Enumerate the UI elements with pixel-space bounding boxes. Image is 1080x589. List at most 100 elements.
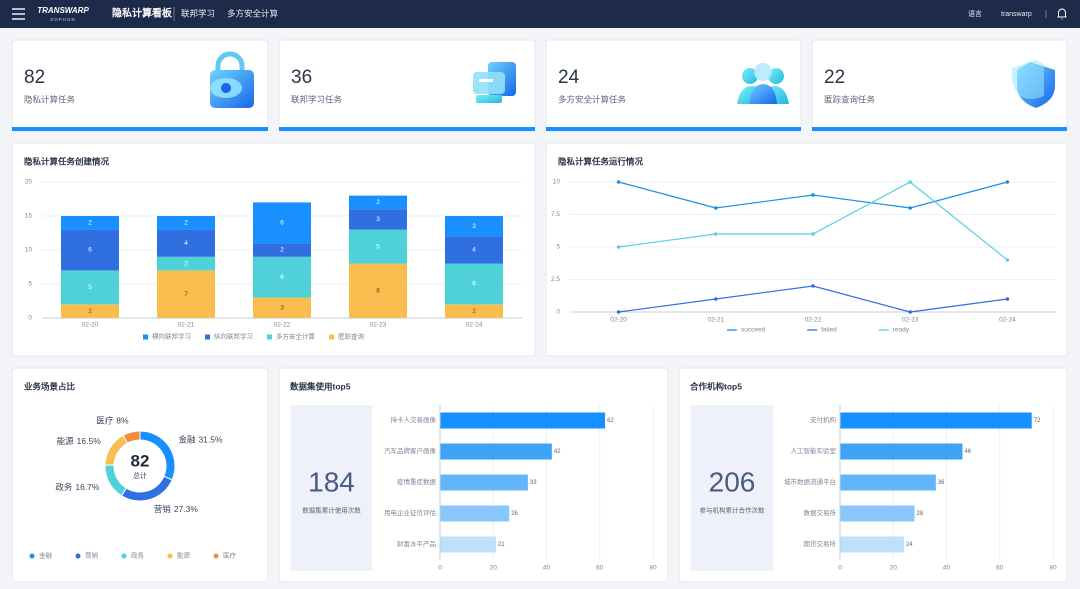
data-label: 4 xyxy=(472,247,476,254)
icon-people xyxy=(737,63,789,104)
x-tick-label: 0 xyxy=(838,565,842,572)
data-point xyxy=(1005,258,1010,262)
stat-value: 82 xyxy=(24,67,45,88)
data-label: 5 xyxy=(376,243,380,250)
data-label: 2 xyxy=(472,308,476,315)
language-switch[interactable]: 语言 xyxy=(968,9,982,18)
y-tick-label: 20 xyxy=(25,179,33,186)
bar-segment xyxy=(445,263,503,305)
bar xyxy=(840,536,904,553)
legend-label: 政务 xyxy=(131,551,145,560)
data-label: 28 xyxy=(917,511,924,517)
stat-value: 36 xyxy=(291,67,312,88)
slice-category: 金融 xyxy=(178,435,196,445)
x-tick-label: 02-21 xyxy=(178,322,195,329)
bar-segment xyxy=(253,202,311,244)
slice-label: 营销 27.3% xyxy=(154,504,199,514)
bar xyxy=(840,443,963,460)
y-tick-label: 5 xyxy=(28,281,32,288)
bar-segment xyxy=(253,256,311,298)
y-tick-label: 10 xyxy=(25,247,33,254)
x-tick-label: 02-24 xyxy=(999,317,1016,324)
x-tick-label: 60 xyxy=(996,565,1004,572)
y-tick-label: 用电企业征信评估 xyxy=(384,508,437,517)
data-point xyxy=(616,310,621,314)
legend-label: 营销 xyxy=(85,551,99,560)
legend-label: 纵向联邦学习 xyxy=(214,332,253,341)
legend-swatch xyxy=(329,334,334,340)
bar xyxy=(440,474,528,491)
summary-label: 数据集累计使用次数 xyxy=(302,506,361,515)
x-tick-label: 02-23 xyxy=(370,322,387,329)
legend-swatch xyxy=(121,553,127,559)
data-point xyxy=(811,284,815,288)
bar-segment xyxy=(61,270,119,305)
slice-value: 31.5% xyxy=(198,435,223,445)
page-title: 隐私计算看板 xyxy=(112,7,173,20)
bar-segment xyxy=(349,229,407,264)
legend-label: 匿踪查询 xyxy=(338,332,365,341)
data-point xyxy=(908,180,912,184)
user-menu[interactable]: transwarp xyxy=(1001,11,1032,18)
card-accent xyxy=(279,127,535,131)
stat-label: 多方安全计算任务 xyxy=(558,94,627,104)
legend-label: succeed xyxy=(741,327,766,334)
slice-value: 16.5% xyxy=(77,436,102,446)
y-tick-label: 疫情重症数据 xyxy=(397,477,437,486)
y-tick-label: 期货交易所 xyxy=(804,539,837,548)
data-label: 33 xyxy=(530,480,537,486)
data-label: 4 xyxy=(184,240,188,247)
data-label: 2 xyxy=(280,247,284,254)
legend-label: 能源 xyxy=(177,551,191,560)
x-tick-label: 80 xyxy=(649,565,657,572)
x-tick-label: 20 xyxy=(490,565,498,572)
bar xyxy=(440,505,510,522)
x-tick-label: 02-20 xyxy=(82,322,99,329)
slice-value: 27.3% xyxy=(174,504,199,514)
menu-button[interactable] xyxy=(12,8,25,20)
stat-label: 联邦学习任务 xyxy=(291,94,343,104)
nav-link[interactable]: 多方安全计算 xyxy=(227,8,279,18)
summary-value: 184 xyxy=(308,466,355,497)
bar-segment xyxy=(445,216,503,237)
x-tick-label: 20 xyxy=(890,565,898,572)
data-label: 3 xyxy=(376,216,380,223)
pie-slice xyxy=(122,430,141,444)
bar xyxy=(440,536,496,553)
y-tick-label: 数据交易所 xyxy=(804,508,837,517)
data-point xyxy=(1005,297,1010,301)
data-point xyxy=(616,245,621,249)
data-label: 21 xyxy=(498,542,505,548)
data-label: 6 xyxy=(280,220,284,227)
card-accent xyxy=(546,127,801,131)
nav-link[interactable]: 联邦学习 xyxy=(181,8,215,18)
bar xyxy=(840,505,915,522)
slice-value: 16.7% xyxy=(75,482,100,492)
legend-label: ready xyxy=(893,327,910,334)
slice-category: 营销 xyxy=(154,504,172,514)
data-label: 6 xyxy=(472,281,476,288)
chart-title: 隐私计算任务运行情况 xyxy=(558,156,644,166)
notification-bell[interactable] xyxy=(1057,8,1067,20)
chart-title: 数据集使用top5 xyxy=(290,381,351,391)
x-tick-label: 60 xyxy=(596,565,604,572)
x-tick-label: 02-24 xyxy=(466,322,483,329)
data-label: 8 xyxy=(376,288,380,295)
logo: TRANSWARP xyxy=(37,6,89,15)
y-tick-label: 5 xyxy=(556,244,560,251)
icon-shield xyxy=(1011,60,1055,108)
legend-label: 多方安全计算 xyxy=(276,332,316,341)
data-label: 42 xyxy=(554,449,561,455)
y-tick-label: 支付机构 xyxy=(810,415,837,424)
data-label: 2 xyxy=(88,220,92,227)
bar-segment xyxy=(445,304,503,318)
data-label: 36 xyxy=(938,480,945,486)
y-tick-label: 城市数据流通平台 xyxy=(784,477,836,486)
legend-swatch xyxy=(29,553,35,559)
y-tick-label: 汽车品牌客户画像 xyxy=(384,446,437,455)
slice-label: 能源 16.5% xyxy=(57,436,102,446)
x-tick-label: 02-22 xyxy=(805,317,822,324)
summary-panel xyxy=(291,405,372,571)
slice-category: 医疗 xyxy=(96,416,114,426)
